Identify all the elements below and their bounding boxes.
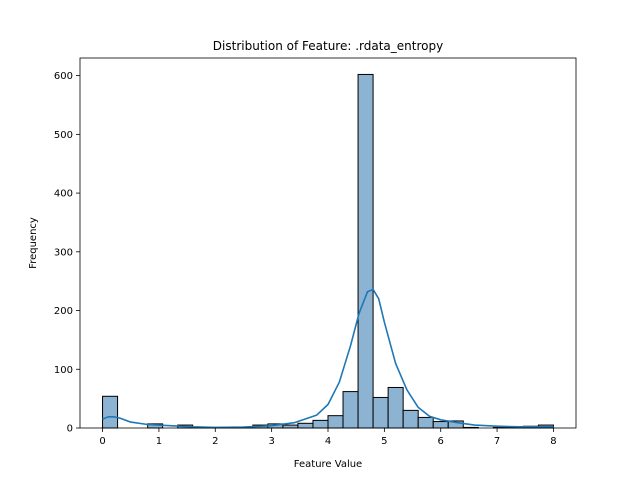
y-axis-label: Frequency (28, 217, 39, 269)
x-tick-label-4: 4 (325, 436, 331, 447)
histogram-bar-19 (387, 386, 404, 429)
histogram-bar-22 (432, 421, 449, 429)
histogram-bar-12 (282, 424, 299, 429)
x-tick-label-0: 0 (99, 436, 105, 447)
y-tick-label-5: 500 (54, 130, 73, 141)
x-tick-label-8: 8 (550, 436, 556, 447)
x-axis-label: Feature Value (294, 459, 362, 470)
x-tick-label-5: 5 (381, 436, 387, 447)
y-tick-label-3: 300 (54, 247, 73, 258)
histogram-bar-13 (297, 422, 314, 429)
kde-curve (102, 288, 554, 429)
histogram-bar-15 (327, 415, 344, 429)
y-axis-ticks: 0 100 200 300 400 500 600 (54, 71, 80, 435)
x-tick-label-3: 3 (268, 436, 274, 447)
y-tick-label-0: 0 (67, 424, 73, 435)
y-tick-label-1: 100 (54, 365, 73, 376)
x-tick-label-1: 1 (156, 436, 162, 447)
x-axis-ticks: 0 1 2 3 4 5 6 7 8 (99, 428, 557, 447)
y-tick-label-4: 400 (54, 189, 73, 200)
histogram-bar-20 (402, 409, 419, 429)
y-tick-label-2: 200 (54, 306, 73, 317)
histogram-bar-18 (372, 396, 389, 429)
histogram-bar-17 (357, 73, 374, 429)
histogram-bar-21 (417, 416, 434, 429)
histogram-bar-16 (342, 391, 359, 429)
x-tick-label-6: 6 (438, 436, 444, 447)
x-tick-label-2: 2 (212, 436, 218, 447)
chart-title: Distribution of Feature: .rdata_entropy (213, 39, 443, 53)
histogram-bar-0 (102, 395, 119, 429)
kde-group (102, 288, 554, 429)
histogram-bar-14 (312, 419, 329, 429)
x-tick-label-7: 7 (494, 436, 500, 447)
y-tick-label-6: 600 (54, 71, 73, 82)
